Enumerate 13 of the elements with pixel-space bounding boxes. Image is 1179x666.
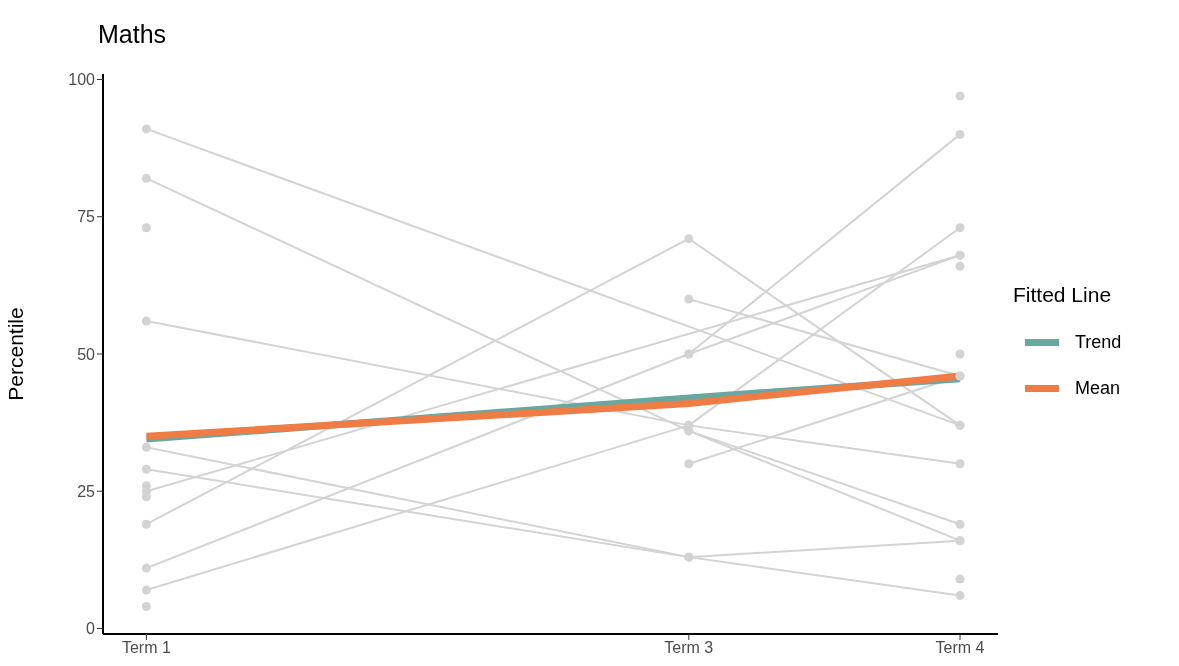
- y-tick-label: 50: [77, 345, 96, 363]
- y-tick-label: 100: [68, 71, 96, 89]
- y-tick-label: 25: [77, 482, 96, 500]
- legend-label: Trend: [1075, 331, 1122, 353]
- y-tick-label: 0: [86, 620, 96, 638]
- chart-title: Maths: [98, 20, 167, 49]
- legend-label: Mean: [1075, 377, 1121, 399]
- y-axis-title: Percentile: [4, 307, 28, 401]
- x-tick-label: Term 1: [121, 639, 171, 657]
- y-tick-label: 75: [77, 208, 96, 226]
- legend-title: Fitted Line: [1013, 283, 1113, 307]
- x-tick-label: Term 4: [935, 639, 985, 657]
- x-tick-label: Term 3: [664, 639, 714, 657]
